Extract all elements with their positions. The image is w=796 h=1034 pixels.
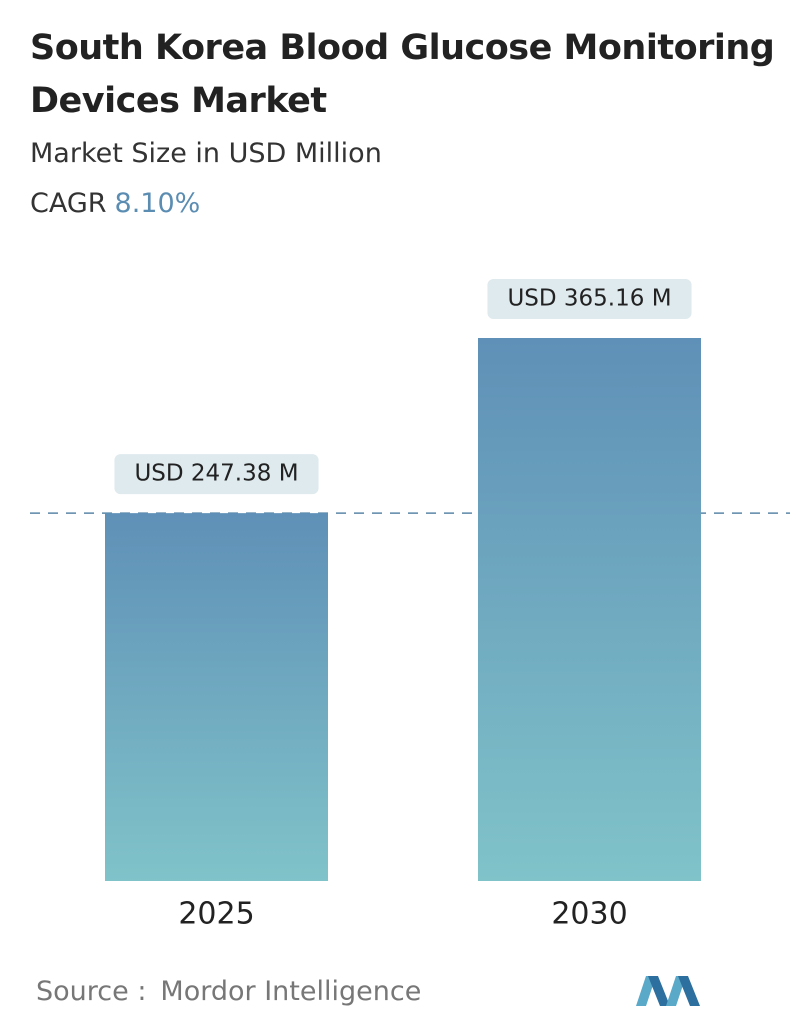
value-label-group: USD 247.38 M [114, 454, 319, 495]
source: Source : Mordor Intelligence [36, 976, 421, 1007]
value-label: USD 247.38 M [134, 461, 298, 487]
cagr: CAGR 8.10% [30, 188, 200, 219]
source-name: Mordor Intelligence [160, 976, 422, 1007]
value-label-box [487, 279, 692, 319]
chart-title: South Korea Blood Glucose Monitoring Dev… [30, 28, 775, 121]
value-label-box [114, 454, 319, 495]
logo [636, 976, 700, 1006]
bar [478, 338, 701, 881]
x-tick-label: 2025 [178, 897, 254, 932]
bar [105, 513, 328, 881]
cagr-value: 8.10% [114, 188, 201, 219]
value-label-group: USD 365.16 M [487, 279, 692, 319]
source-label: Source : [36, 976, 147, 1007]
chart-subtitle: Market Size in USD Million [30, 138, 382, 169]
x-tick-label: 2030 [551, 897, 627, 932]
value-label: USD 365.16 M [507, 286, 671, 312]
cagr-label: CAGR [30, 188, 107, 219]
